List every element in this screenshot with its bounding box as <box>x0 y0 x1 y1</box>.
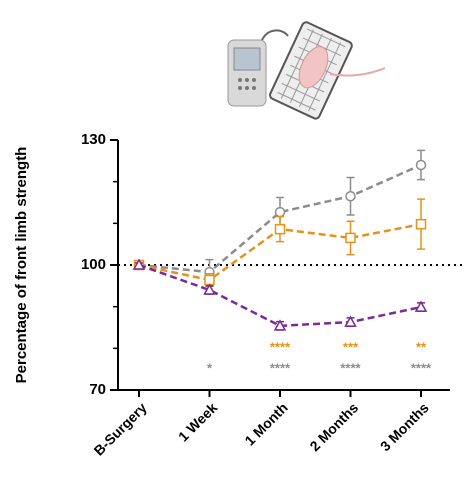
x-tick-label: 1 Week <box>175 399 220 444</box>
marker <box>274 223 286 235</box>
marker <box>415 218 427 230</box>
marker <box>132 258 146 270</box>
y-tick-label: 130 <box>81 131 106 148</box>
y-tick-label: 70 <box>89 381 106 398</box>
x-tick-label: 3 Months <box>377 399 432 454</box>
series-line <box>138 163 422 274</box>
significance-label: ** <box>416 339 427 354</box>
y-axis-label: Percentage of front limb strength <box>13 147 30 384</box>
significance-label: **** <box>270 339 291 354</box>
significance-label: **** <box>270 360 291 375</box>
significance-label: **** <box>411 360 432 375</box>
marker <box>204 274 215 286</box>
marker <box>415 159 427 171</box>
marker <box>344 315 357 327</box>
marker <box>345 232 356 244</box>
x-tick-label: 2 Months <box>306 399 361 454</box>
marker <box>274 206 286 218</box>
x-tick-label: B-Surgery <box>91 399 150 458</box>
y-tick-label: 100 <box>81 256 106 273</box>
significance-label: *** <box>343 339 359 354</box>
significance-label: * <box>207 360 213 375</box>
significance-label: **** <box>340 360 361 375</box>
device-icon <box>227 21 386 120</box>
marker <box>203 283 216 295</box>
series-line <box>138 263 422 328</box>
marker <box>345 191 356 202</box>
x-tick-label: 1 Month <box>241 399 290 448</box>
marker <box>273 319 287 331</box>
marker <box>414 300 428 312</box>
